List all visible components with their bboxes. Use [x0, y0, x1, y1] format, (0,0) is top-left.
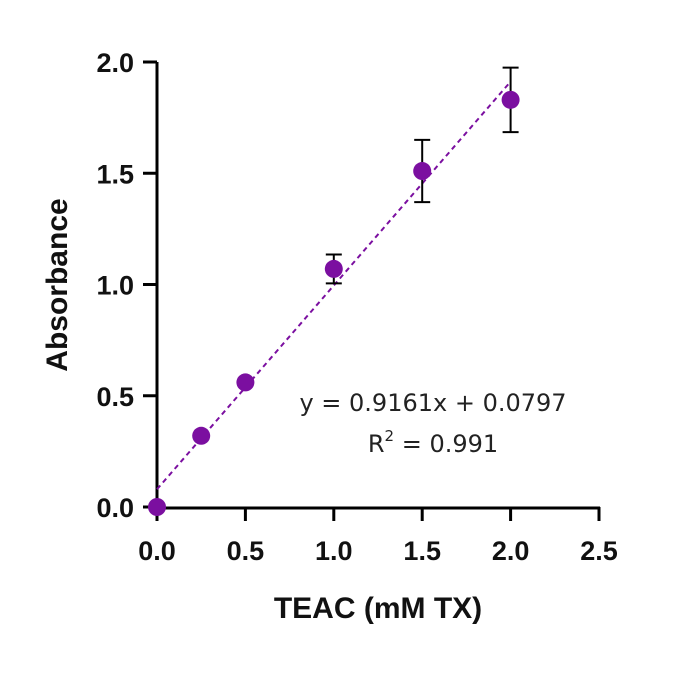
r-squared-label: R2 = 0.991: [368, 427, 498, 458]
y-axis-title: Absorbance: [41, 198, 74, 371]
x-axis-title: TEAC (mM TX): [274, 592, 482, 625]
x-tick-label: 2.5: [580, 536, 618, 566]
data-point: [324, 259, 343, 278]
data-point: [148, 498, 166, 516]
data-point: [236, 373, 255, 392]
r-squared-prefix: R: [368, 430, 385, 458]
regression-equation: y = 0.9161x + 0.0797: [299, 389, 566, 417]
y-tick-label: 1.0: [96, 271, 134, 301]
x-ticks: 0.0 0.5 1.0 1.5 2.0 2.5: [138, 507, 618, 566]
x-tick-label: 1.5: [403, 536, 441, 566]
data-points: [148, 90, 520, 516]
y-ticks: 0.0 0.5 1.0 1.5 2.0: [96, 48, 157, 523]
y-tick-label: 0.0: [96, 493, 134, 523]
y-tick-label: 0.5: [96, 382, 134, 412]
data-point: [501, 90, 520, 109]
r-squared-superscript: 2: [385, 427, 395, 445]
fit-line-group: [156, 80, 512, 490]
y-tick-label: 1.5: [96, 159, 134, 189]
data-point: [413, 162, 432, 181]
x-tick-label: 2.0: [492, 536, 530, 566]
y-tick-label: 2.0: [96, 48, 134, 78]
x-tick-label: 0.0: [138, 536, 176, 566]
x-tick-label: 1.0: [315, 536, 353, 566]
r-squared-value: = 0.991: [394, 430, 498, 458]
data-point: [192, 426, 211, 445]
regression-line: [156, 80, 512, 490]
x-tick-label: 0.5: [227, 536, 265, 566]
